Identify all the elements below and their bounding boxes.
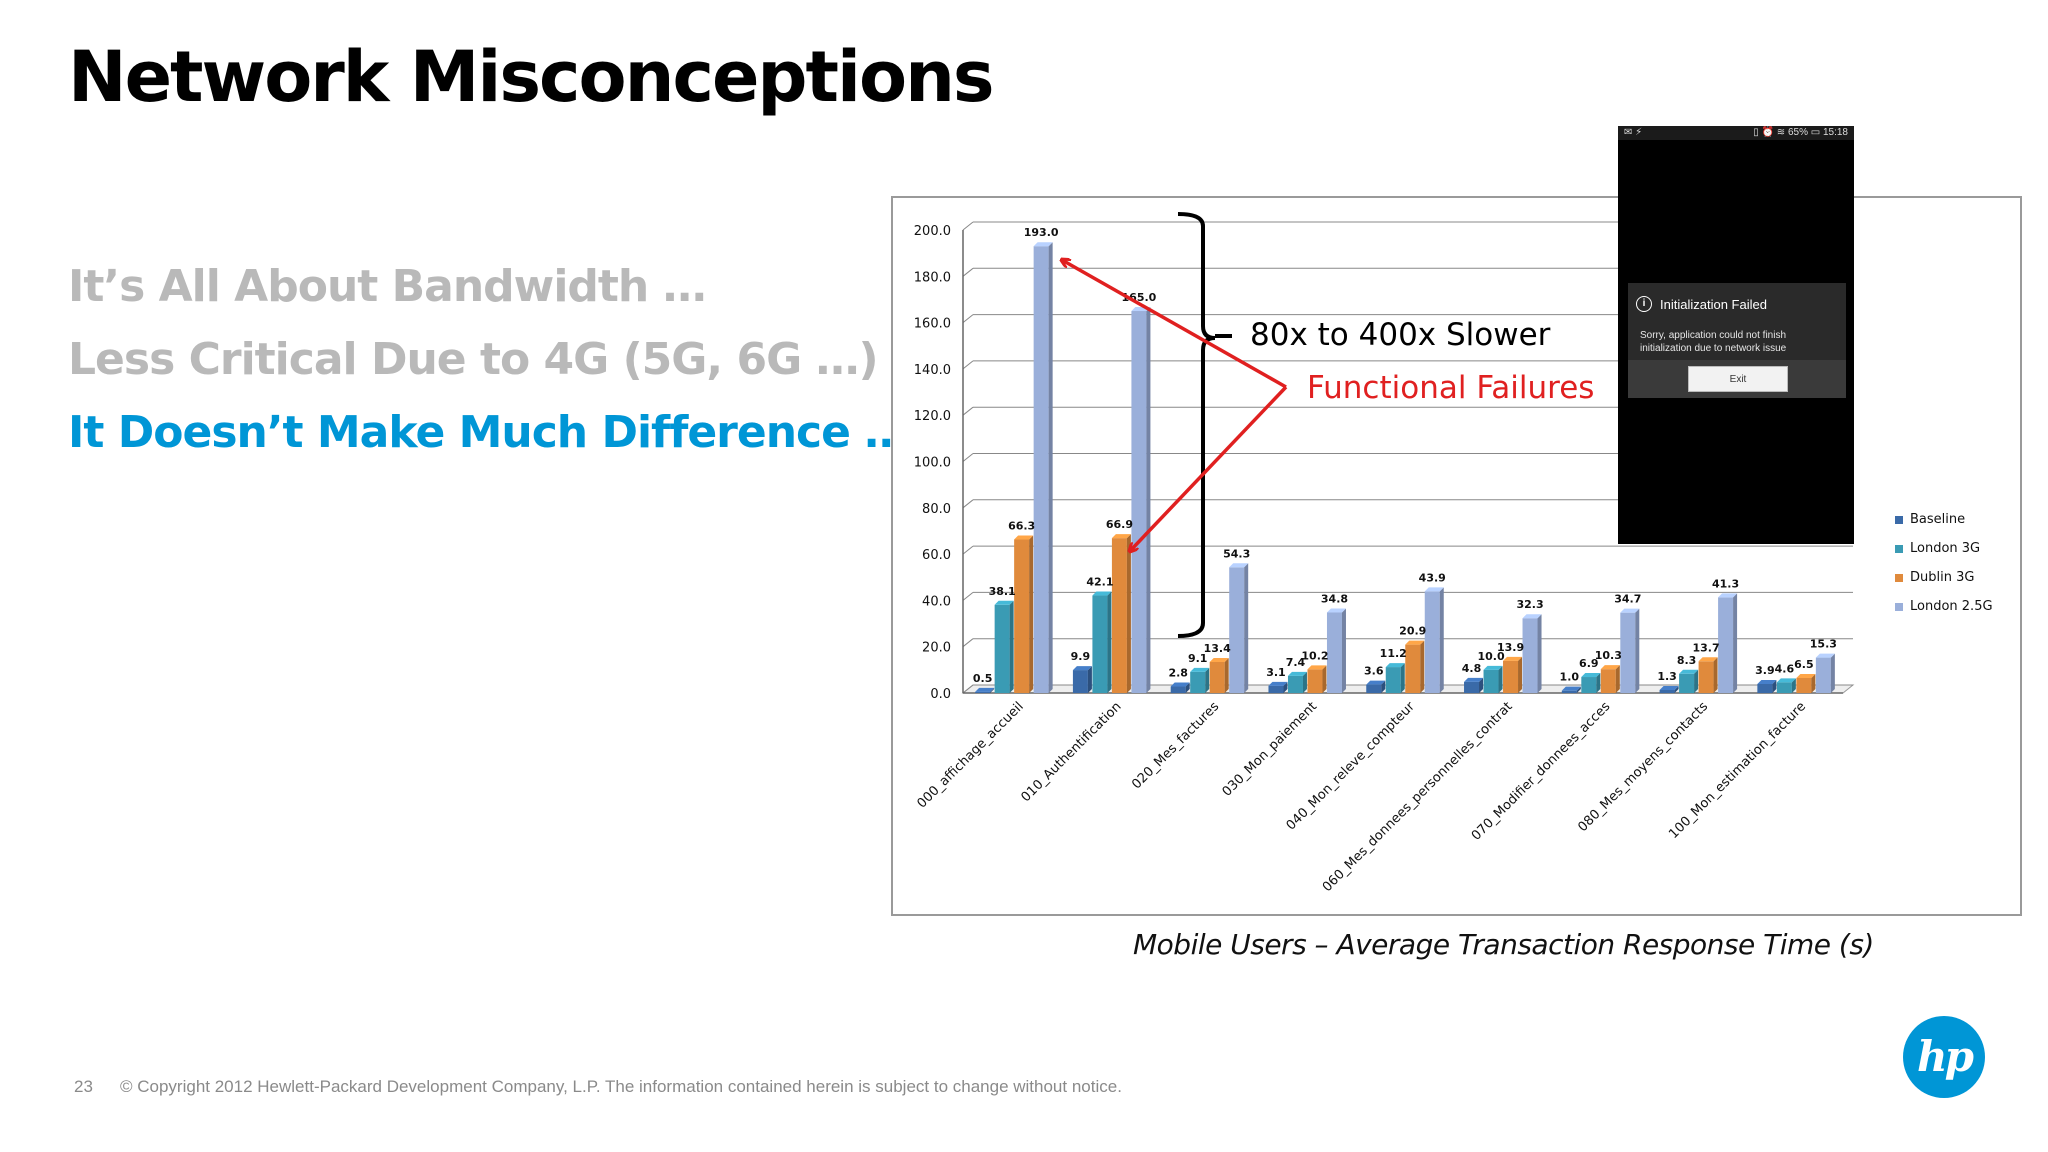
page-number: 23 xyxy=(74,1077,93,1096)
bullet-4g: Less Critical Due to 4G (5G, 6G …) xyxy=(68,334,879,385)
legend-item: London 3G xyxy=(1895,534,1993,563)
error-dialog: i Initialization Failed Sorry, applicati… xyxy=(1628,283,1846,398)
slide-title: Network Misconceptions xyxy=(68,36,995,118)
exit-button[interactable]: Exit xyxy=(1688,366,1788,392)
legend-swatch xyxy=(1895,515,1903,524)
hp-logo: hp xyxy=(1903,1016,1985,1098)
legend-swatch xyxy=(1895,544,1903,553)
info-icon: i xyxy=(1636,296,1652,312)
legend-item: Dublin 3G xyxy=(1895,563,1993,592)
dialog-header: i Initialization Failed xyxy=(1636,293,1767,315)
dialog-title: Initialization Failed xyxy=(1660,296,1767,312)
legend-swatch xyxy=(1895,602,1903,611)
copyright-notice: © Copyright 2012 Hewlett-Packard Develop… xyxy=(120,1077,1122,1096)
legend-swatch xyxy=(1895,573,1903,582)
legend-item: London 2.5G xyxy=(1895,592,1993,621)
legend-label: London 2.5G xyxy=(1910,599,1993,614)
notification-icons: ✉ ⚡ xyxy=(1624,127,1643,138)
hp-logo-text: hp xyxy=(1917,1032,1974,1081)
status-icons: ▯ ⏰ ≋ 65% ▭ 15:18 xyxy=(1753,127,1848,138)
chart-legend: Baseline London 3G Dublin 3G London 2.5G xyxy=(1895,505,1993,621)
legend-label: Dublin 3G xyxy=(1910,570,1975,585)
phone-status-bar: ✉ ⚡ ▯ ⏰ ≋ 65% ▭ 15:18 xyxy=(1618,126,1854,140)
dialog-message: Sorry, application could not finish init… xyxy=(1640,330,1787,354)
chart-caption: Mobile Users – Average Transaction Respo… xyxy=(1133,928,1874,961)
bullet-difference: It Doesn’t Make Much Difference … xyxy=(68,407,908,458)
bullet-list: It’s All About Bandwidth … Less Critical… xyxy=(68,250,908,469)
phone-screenshot: ✉ ⚡ ▯ ⏰ ≋ 65% ▭ 15:18 i Initialization F… xyxy=(1618,126,1854,544)
legend-label: Baseline xyxy=(1910,512,1966,527)
bullet-bandwidth: It’s All About Bandwidth … xyxy=(68,261,707,312)
dialog-footer: Exit xyxy=(1628,360,1846,398)
legend-label: London 3G xyxy=(1910,541,1981,556)
legend-item: Baseline xyxy=(1895,505,1993,534)
